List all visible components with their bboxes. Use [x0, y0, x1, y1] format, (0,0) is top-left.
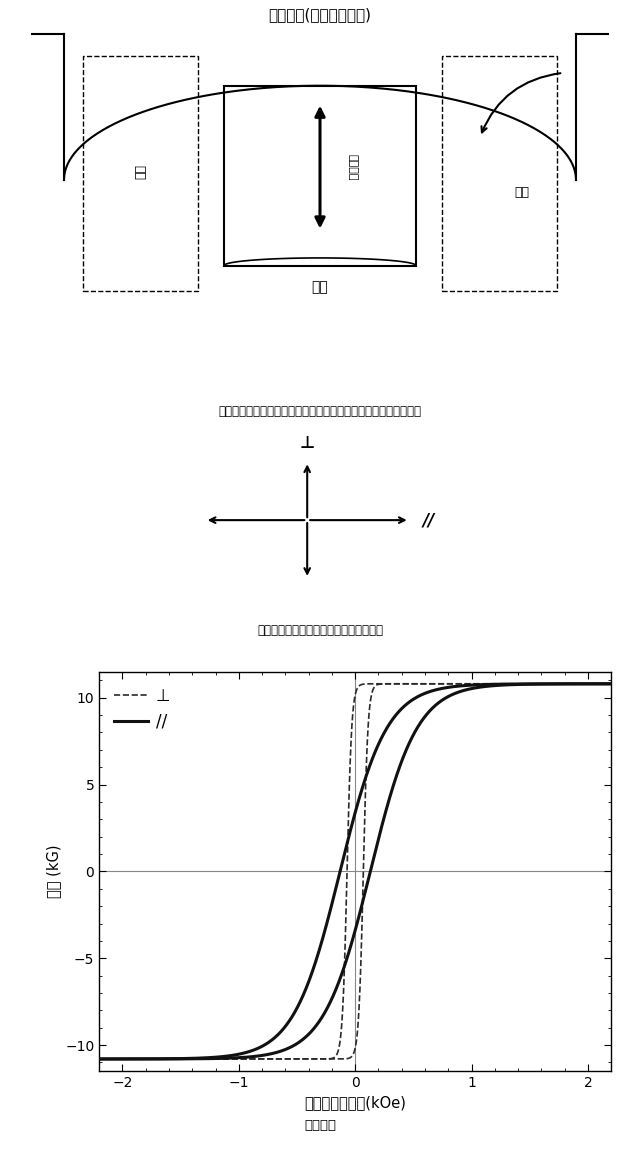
Text: アノードにおける磁石の配置（基板回転と平行方向に磁界印加）: アノードにおける磁石の配置（基板回転と平行方向に磁界印加）	[218, 405, 422, 418]
Text: アノード(基板ホルダー): アノード(基板ホルダー)	[269, 7, 371, 22]
Text: 着磁磁場: 着磁磁場	[347, 154, 357, 181]
X-axis label: 印加磁界の強さ(kOe): 印加磁界の強さ(kOe)	[304, 1095, 406, 1111]
Text: ⊥: ⊥	[300, 434, 315, 453]
Y-axis label: 磁化 (kG): 磁化 (kG)	[46, 844, 61, 899]
Text: 基板: 基板	[312, 280, 328, 294]
Legend: ⊥, //: ⊥, //	[108, 680, 177, 738]
Text: 回転: 回転	[514, 186, 529, 199]
Text: 磁化曲線: 磁化曲線	[304, 1119, 336, 1133]
Text: //: //	[422, 511, 435, 529]
Bar	[83, 56, 198, 292]
Text: 下の磁化曲線の測定方向（上図と対応）: 下の磁化曲線の測定方向（上図と対応）	[257, 624, 383, 637]
Bar	[442, 56, 557, 292]
Bar	[224, 86, 416, 265]
Text: 石槽: 石槽	[134, 164, 147, 178]
